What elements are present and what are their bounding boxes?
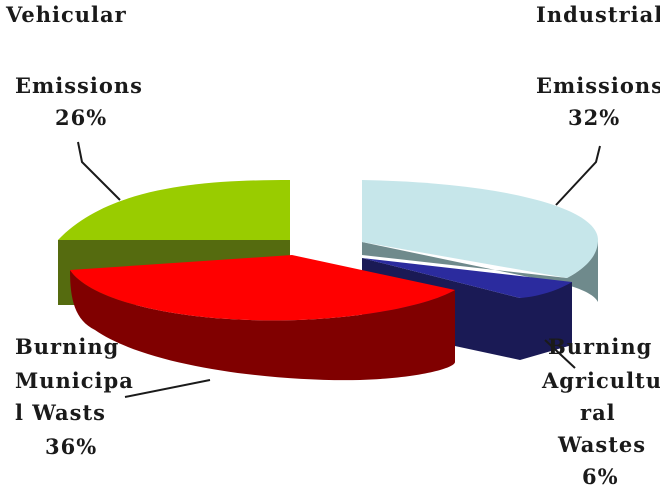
label-vehicular-pct: 26% — [55, 105, 107, 130]
leader-vehicular — [77, 141, 121, 201]
leader-industrial — [555, 145, 601, 206]
slice-municipal-side — [70, 270, 455, 381]
slice-industrial-side — [362, 240, 598, 302]
slice-vehicular-top — [58, 180, 290, 240]
leader-municipal — [124, 379, 211, 398]
label-agricultural-line2: Agricultu — [541, 368, 660, 393]
label-municipal-pct: 36% — [45, 434, 97, 459]
label-agricultural-pct: 6% — [582, 464, 619, 489]
label-industrial-line1: Industrial — [536, 2, 660, 27]
label-vehicular-line1: Vehicular — [5, 2, 127, 27]
label-municipal-line2: Municipa — [15, 368, 134, 393]
label-municipal-line3: l Wasts — [15, 400, 106, 425]
slice-agricultural-top — [362, 258, 572, 298]
label-agricultural-line1: Burning — [548, 334, 652, 359]
label-vehicular-line2: Emissions — [15, 73, 143, 98]
slice-municipal — [70, 255, 455, 381]
slice-industrial — [362, 180, 598, 302]
label-industrial-line2: Emissions — [536, 73, 660, 98]
label-agricultural-line3: ral — [580, 400, 616, 425]
leader-agricultural — [544, 339, 576, 369]
slice-industrial-top — [362, 180, 598, 278]
slice-municipal-top — [70, 255, 455, 321]
label-municipal-line1: Burning — [15, 334, 119, 359]
label-agricultural-line4: Wastes — [557, 432, 646, 457]
label-industrial-pct: 32% — [568, 105, 620, 130]
